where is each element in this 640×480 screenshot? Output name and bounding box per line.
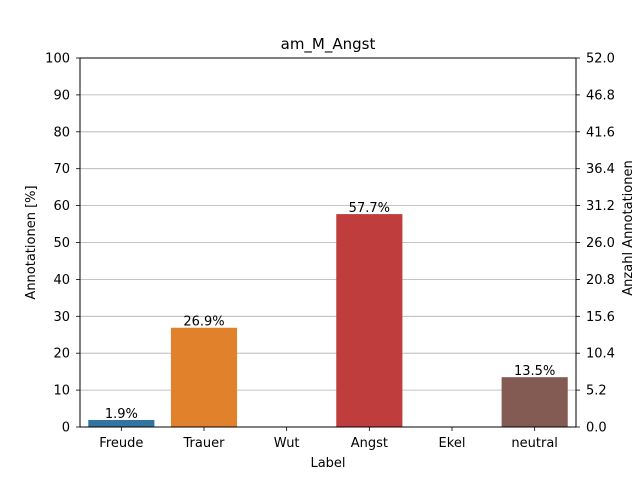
right-tick-label: 10.4 [586, 347, 615, 362]
right-y-axis-title: Anzahl Annotationen [621, 160, 636, 295]
right-tick-label: 31.2 [586, 199, 615, 214]
gridlines [80, 94, 576, 391]
left-tick-label: 100 [45, 52, 70, 67]
x-tick-label: Ekel [439, 436, 466, 451]
value-label: 1.9% [105, 407, 138, 422]
x-tick-label: Angst [351, 436, 388, 451]
value-label: 13.5% [514, 364, 555, 379]
right-y-axis: 0.0 5.2 10.4 15.6 20.8 26.0 31.2 36.4 41.6 46.8 52… [576, 52, 615, 436]
right-tick-label: 36.4 [586, 162, 615, 177]
value-label: 57.7% [349, 201, 390, 216]
right-tick-label: 5.2 [586, 384, 607, 399]
value-labels: 1.9% 26.9% 57.7% 13.5% [105, 201, 556, 422]
x-axis-title: Label [310, 456, 345, 471]
left-tick-label: 60 [53, 199, 70, 214]
left-y-axis-title: Annotationen [%] [24, 185, 39, 299]
bar-angst [336, 214, 403, 427]
left-y-axis: 0 10 20 30 40 50 60 70 80 90 100 [45, 52, 80, 436]
x-tick-label: Trauer [183, 436, 226, 451]
left-tick-label: 50 [53, 236, 70, 251]
bar-trauer [170, 327, 238, 427]
left-tick-label: 40 [53, 273, 70, 288]
x-tick-label: Freude [99, 436, 143, 451]
x-tick-label: Wut [274, 436, 300, 451]
left-tick-label: 30 [53, 310, 70, 325]
right-tick-label: 20.8 [586, 273, 615, 288]
right-tick-label: 15.6 [586, 310, 615, 325]
value-label: 26.9% [183, 315, 224, 330]
right-tick-label: 52.0 [586, 52, 615, 67]
left-tick-label: 10 [53, 384, 70, 399]
chart-title: am_M_Angst [281, 35, 376, 54]
left-tick-label: 70 [53, 162, 70, 177]
left-tick-label: 20 [53, 347, 70, 362]
x-tick-label: neutral [511, 436, 558, 451]
left-tick-label: 0 [62, 421, 70, 436]
right-tick-label: 46.8 [586, 88, 615, 103]
left-tick-label: 80 [53, 125, 70, 140]
bar-neutral [501, 377, 568, 427]
bar-freude [88, 419, 155, 427]
x-axis: Freude Trauer Wut Angst Ekel neutral [99, 427, 558, 451]
right-tick-label: 0.0 [586, 421, 607, 436]
left-tick-label: 90 [53, 88, 70, 103]
right-tick-label: 41.6 [586, 125, 615, 140]
bars [88, 214, 568, 427]
right-tick-label: 26.0 [586, 236, 615, 251]
